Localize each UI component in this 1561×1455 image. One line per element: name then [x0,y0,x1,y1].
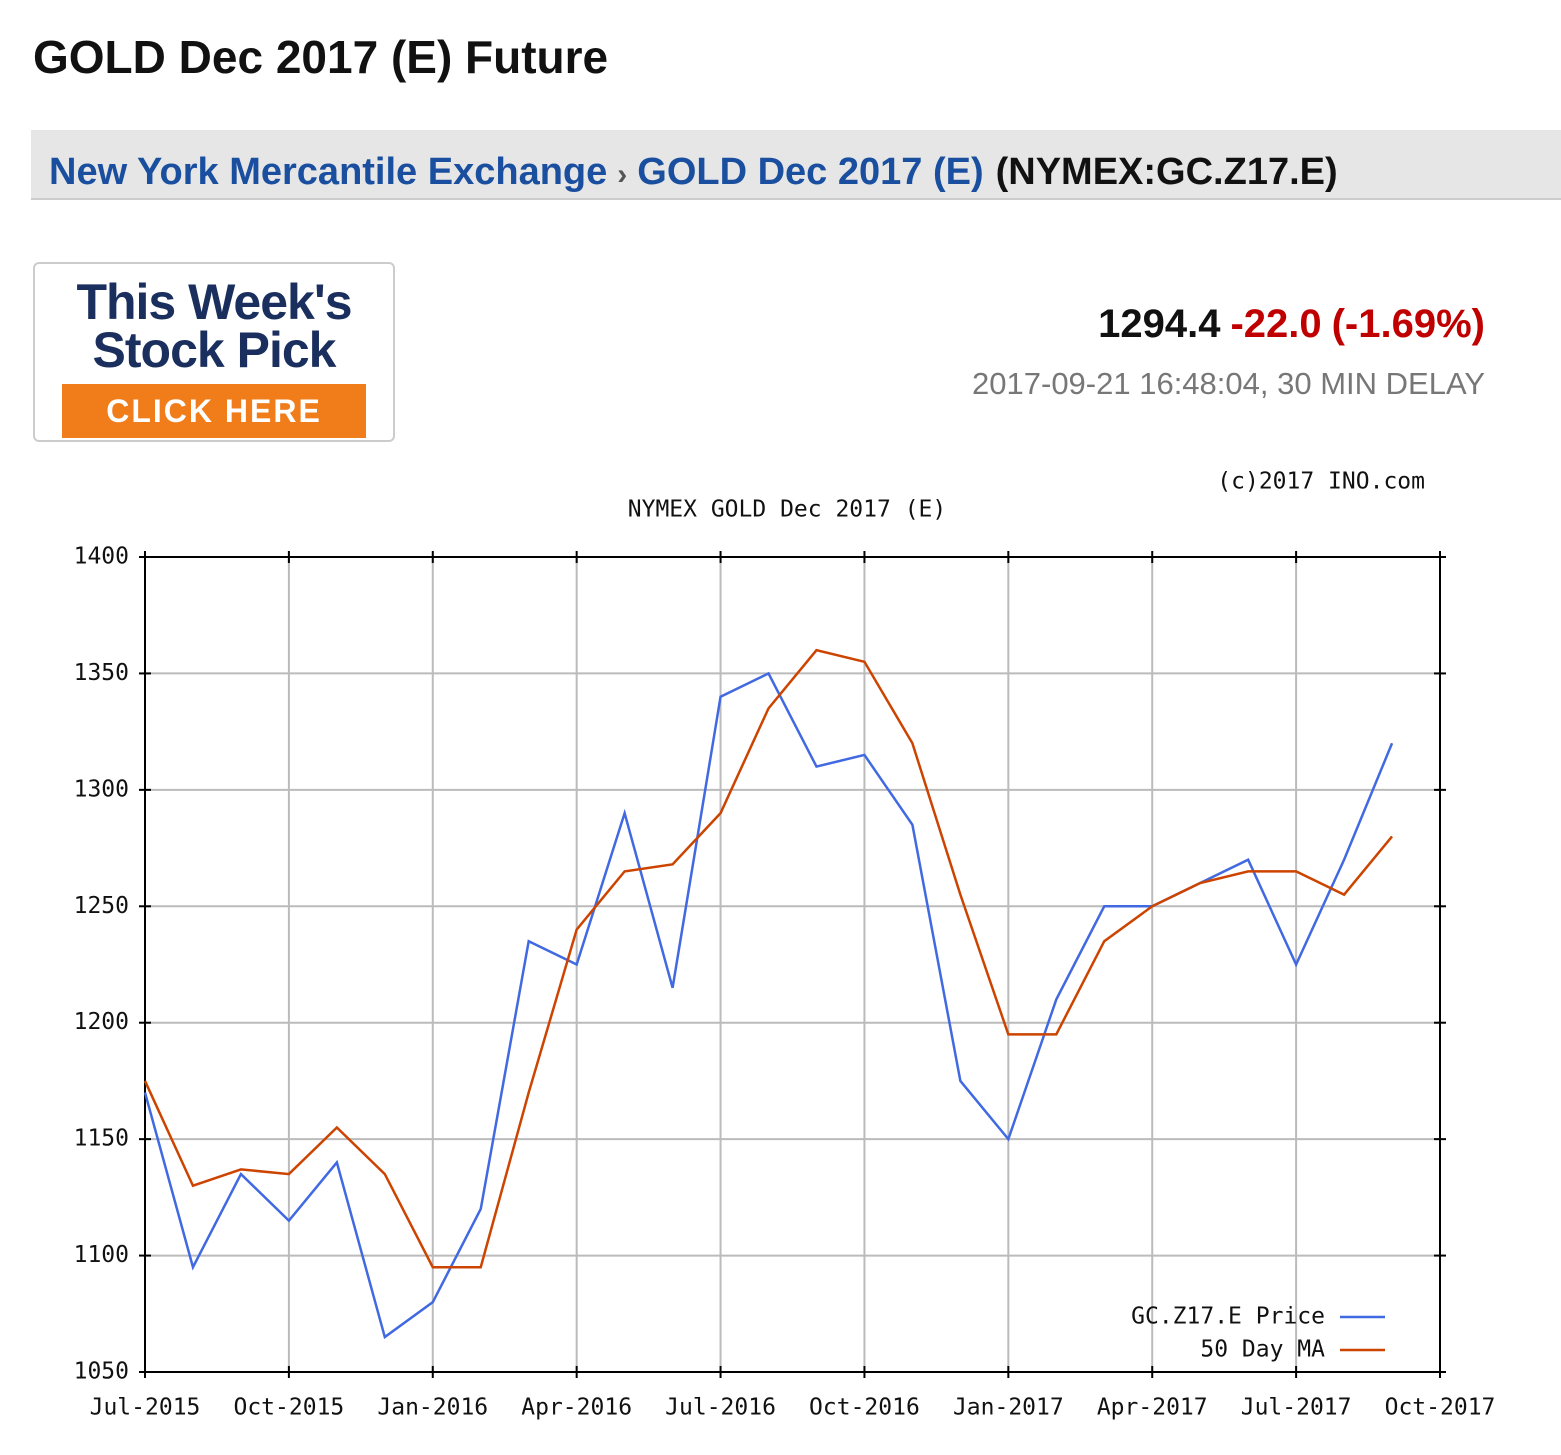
separator: › [617,158,628,191]
page-title: GOLD Dec 2017 (E) Future [33,31,609,83]
chart-title: NYMEX GOLD Dec 2017 (E) [628,497,947,523]
y-tick-label: 1200 [74,1009,129,1035]
x-tick-label: Jul-2016 [665,1395,776,1421]
x-tick-label: Apr-2017 [1097,1395,1208,1421]
exchange-link[interactable]: New York Mercantile Exchange [49,151,608,193]
y-tick-label: 1100 [74,1242,129,1268]
y-tick-label: 1250 [74,893,129,919]
x-tick-label: Oct-2015 [233,1395,344,1421]
quote: 1294.4 -22.0 (-1.69%) [1098,302,1485,347]
x-tick-label: Jan-2017 [953,1395,1064,1421]
symbol: (NYMEX:GC.Z17.E) [995,151,1338,193]
x-tick-label: Jul-2015 [90,1395,201,1421]
y-tick-label: 1050 [74,1359,129,1385]
x-tick-label: Oct-2017 [1385,1395,1496,1421]
ad-button[interactable]: CLICK HERE [62,384,366,438]
x-tick-label: Jul-2017 [1241,1395,1352,1421]
x-tick-label: Oct-2016 [809,1395,920,1421]
legend-label: 50 Day MA [1200,1337,1325,1363]
price: 1294.4 [1098,302,1221,346]
legend-label: GC.Z17.E Price [1131,1304,1325,1330]
y-tick-label: 1150 [74,1126,129,1152]
copyright: (c)2017 INO.com [1217,469,1425,495]
series-line [143,648,1394,1269]
timestamp: 2017-09-21 16:48:04, 30 MIN DELAY [972,366,1485,401]
change: -22.0 [1230,302,1322,346]
change-pct: (-1.69%) [1331,302,1485,346]
ad-line: This Week's [76,274,352,330]
breadcrumb: New York Mercantile Exchange › GOLD Dec 20… [31,130,1561,200]
y-tick-label: 1350 [74,660,129,686]
y-tick-label: 1400 [74,544,129,570]
plot-border [144,556,1441,1373]
ad-banner[interactable]: This Week's Stock Pick CLICK HERE [33,262,395,442]
contract-link[interactable]: GOLD Dec 2017 (E) [637,151,984,193]
series-line [143,671,1394,1340]
x-tick-label: Jan-2016 [377,1395,488,1421]
x-tick-label: Apr-2016 [521,1395,632,1421]
ad-line: Stock Pick [92,322,337,378]
y-tick-label: 1300 [74,776,129,802]
